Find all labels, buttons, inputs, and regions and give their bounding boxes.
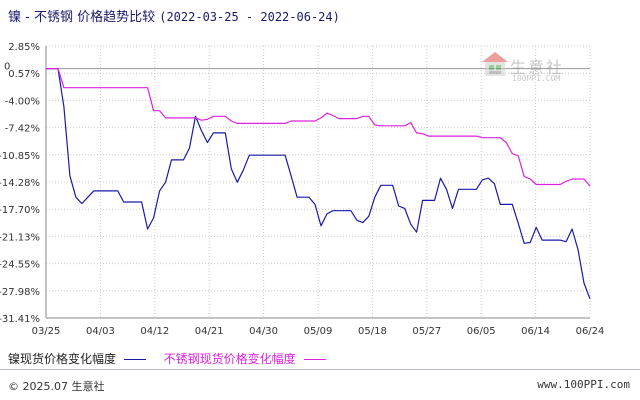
- y-zero-label: 0: [4, 62, 10, 73]
- watermark-name: 生意社: [510, 58, 565, 77]
- y-tick-label: -24.55%: [0, 260, 40, 271]
- legend-label-nickel: 镍现货价格变化幅度: [8, 352, 117, 366]
- chart-legend: 镍现货价格变化幅度 不锈钢现货价格变化幅度: [8, 350, 340, 367]
- footer-divider: [0, 369, 640, 370]
- x-tick-label: 06/14: [521, 326, 550, 337]
- y-tick-label: -27.98%: [0, 287, 40, 298]
- y-tick-label: -21.13%: [0, 232, 40, 243]
- watermark-url: 100PPI.COM: [512, 74, 561, 83]
- legend-label-stainless: 不锈钢现货价格变化幅度: [163, 352, 296, 366]
- chart-title-text: 镍 - 不锈钢 价格趋势比较: [8, 10, 156, 25]
- chart-grid: [45, 45, 591, 319]
- legend-swatch-stainless: [303, 359, 326, 360]
- footer-copyright: © 2025.07 生意社: [8, 380, 105, 393]
- y-tick-label: -17.70%: [0, 205, 40, 216]
- x-tick-label: 05/18: [358, 326, 387, 337]
- watermark-logo: 生意社 100PPI.COM: [480, 48, 562, 86]
- x-tick-label: 05/09: [304, 326, 333, 337]
- footer-site-link[interactable]: www.100PPI.com: [537, 378, 630, 391]
- y-tick-label: -4.00%: [5, 96, 40, 107]
- x-tick-label: 04/30: [249, 326, 278, 337]
- x-tick-label: 03/25: [32, 326, 61, 337]
- x-tick-label: 06/05: [467, 326, 496, 337]
- y-tick-label: 0.57%: [8, 69, 40, 80]
- y-tick-label: -14.28%: [0, 178, 40, 189]
- y-tick-labels: 2.85% 0.57% -4.00% -7.42% -10.85% -14.28% -17.…: [0, 42, 40, 325]
- y-tick-label: -10.85%: [0, 151, 40, 162]
- series-lines: [46, 67, 591, 300]
- x-tick-label: 04/12: [140, 326, 169, 337]
- x-tick-label: 06/24: [576, 326, 605, 337]
- chart-title: 镍 - 不锈钢 价格趋势比较 (2022-03-25 - 2022-06-24): [8, 6, 340, 25]
- legend-item-stainless: 不锈钢现货价格变化幅度: [164, 352, 326, 366]
- x-tick-label: 04/21: [195, 326, 224, 337]
- x-tick-labels: 03/25 04/03 04/12 04/21 04/30 05/09 05/18 05/27…: [32, 326, 605, 337]
- y-tick-label: -7.42%: [5, 124, 40, 135]
- series-line-stainless: [46, 67, 591, 187]
- watermark-house-icon: [482, 52, 508, 76]
- chart-date-range: (2022-03-25 - 2022-06-24): [159, 10, 340, 24]
- legend-item-nickel: 镍现货价格变化幅度: [8, 352, 150, 366]
- series-line-nickel: [46, 67, 591, 300]
- x-tick-label: 05/27: [412, 326, 441, 337]
- y-tick-label: -31.41%: [0, 314, 40, 325]
- x-tick-label: 04/03: [86, 326, 115, 337]
- legend-swatch-nickel: [123, 359, 146, 360]
- y-tick-label: 2.85%: [8, 42, 40, 53]
